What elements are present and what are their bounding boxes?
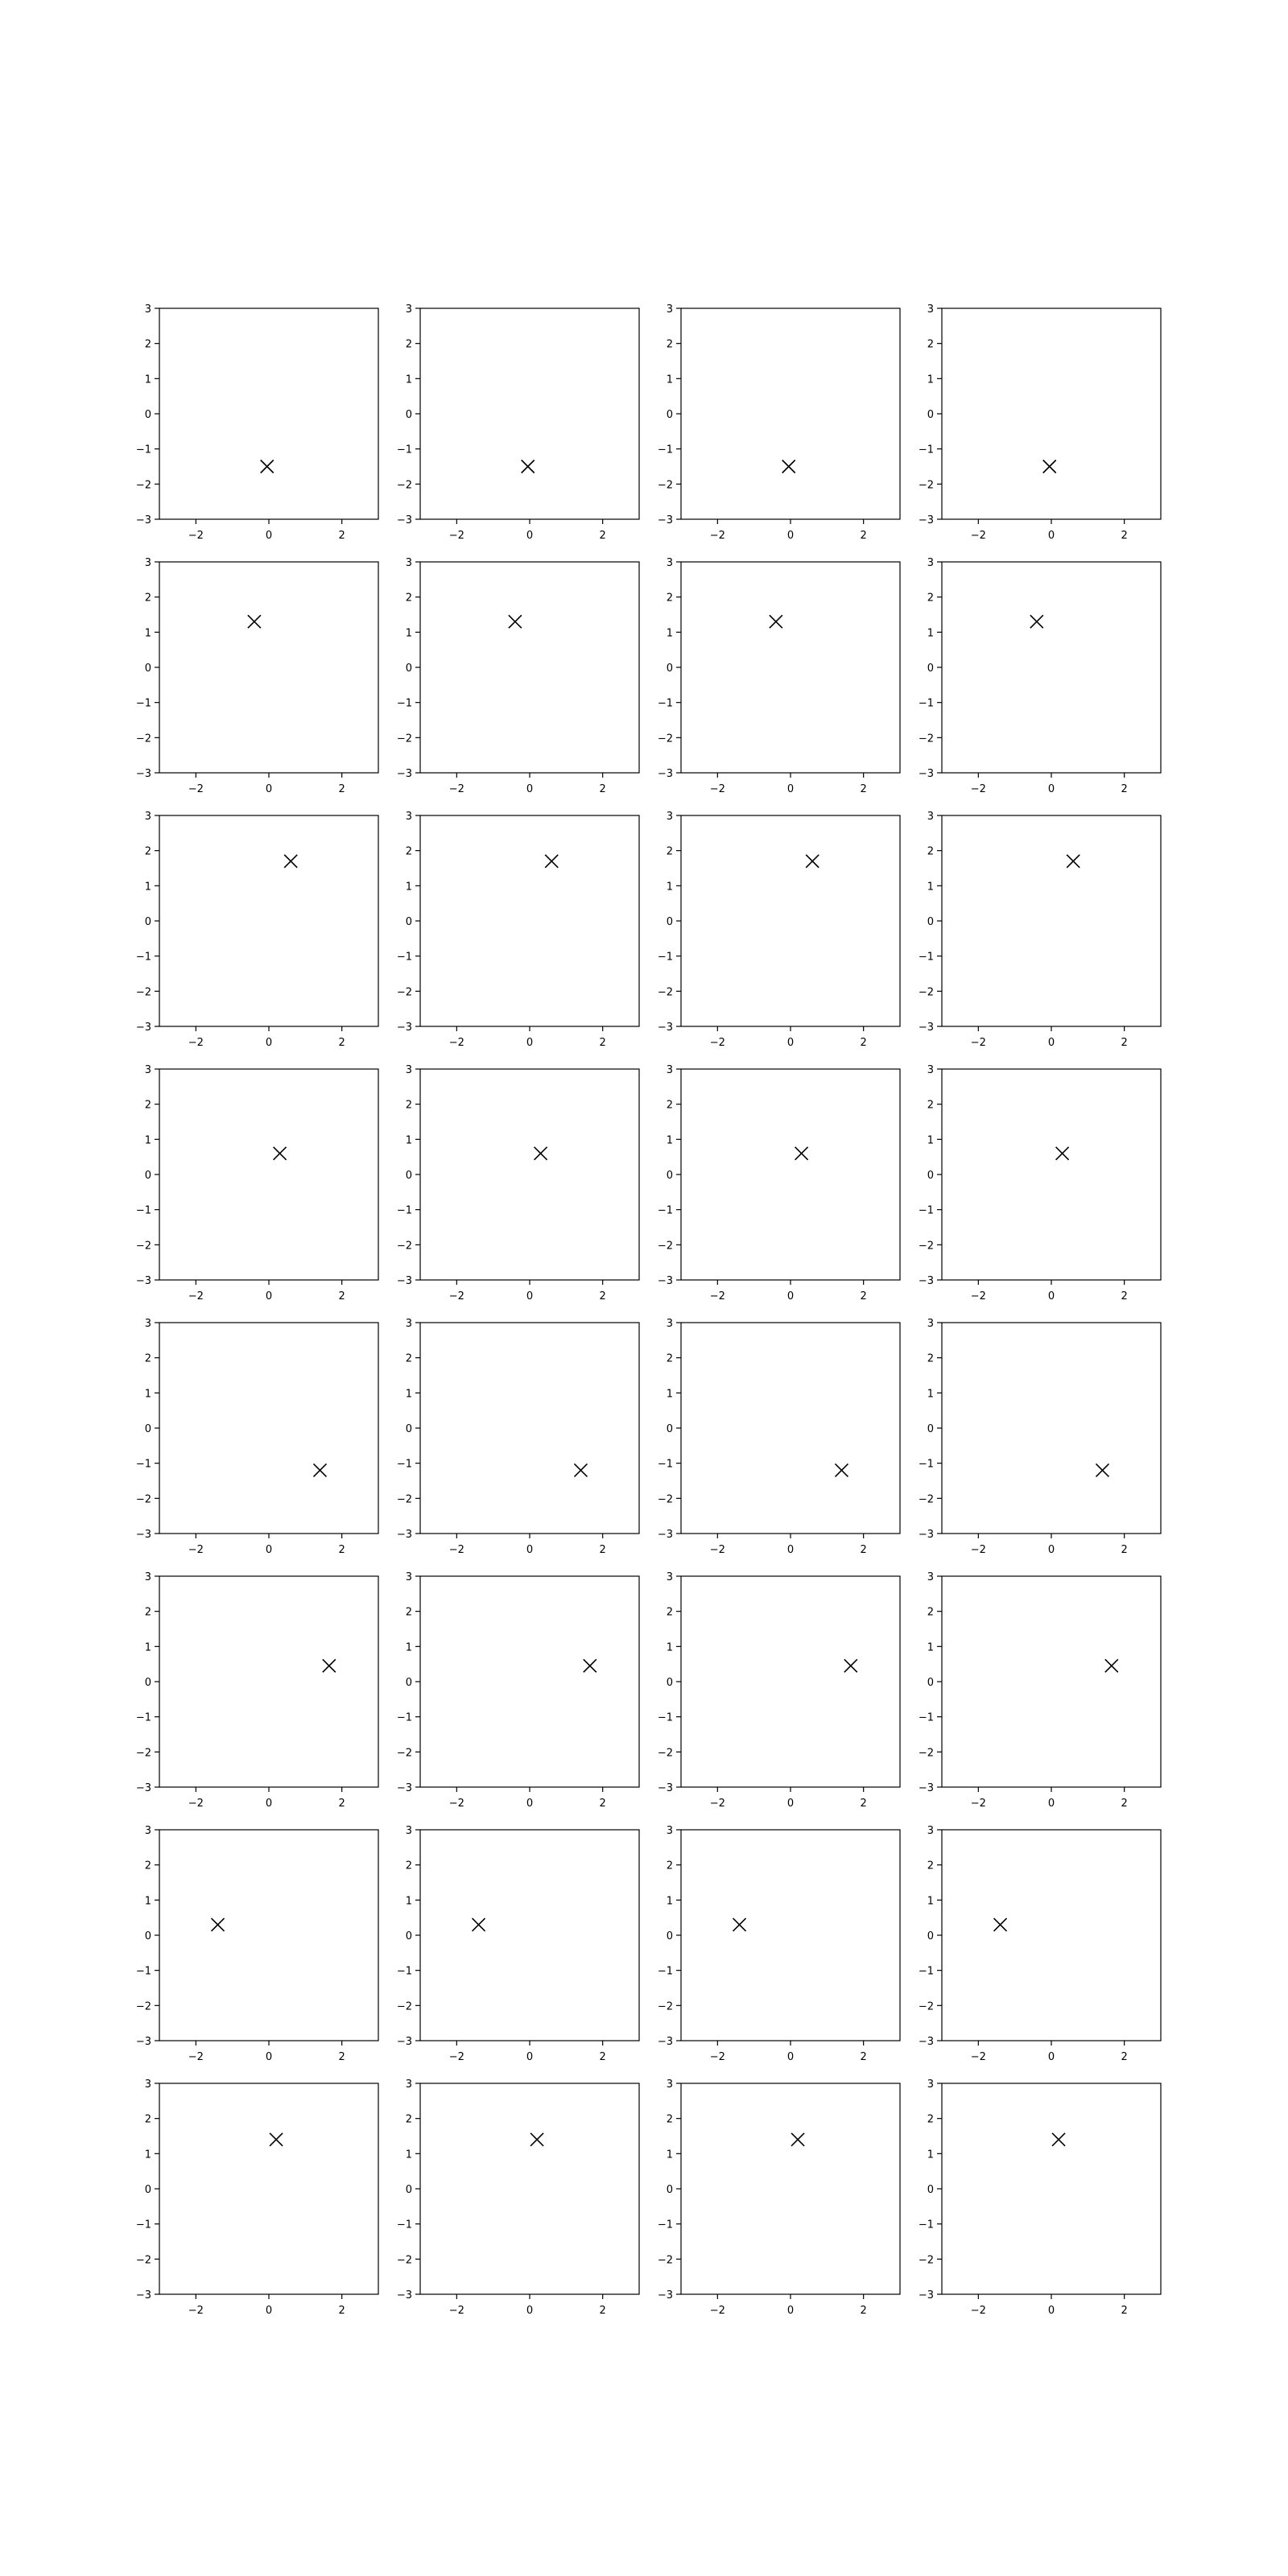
y-tick-label: −2: [136, 479, 151, 491]
y-tick-label: 2: [145, 339, 151, 351]
axes-frame: [159, 308, 378, 519]
y-tick-label: 1: [145, 374, 151, 386]
y-tick-label: 0: [145, 409, 151, 421]
x-tick-label: 0: [266, 530, 272, 542]
y-tick-label: −3: [136, 514, 151, 526]
x-tick-label: −2: [188, 530, 204, 542]
subplot-r1-c1: −2 0 2 −3 −2 −1 0 1 2 3: [136, 303, 378, 542]
y-tick-label: −1: [136, 444, 151, 456]
y-tick-label: 3: [145, 303, 151, 316]
x-tick-label: 2: [339, 530, 345, 542]
